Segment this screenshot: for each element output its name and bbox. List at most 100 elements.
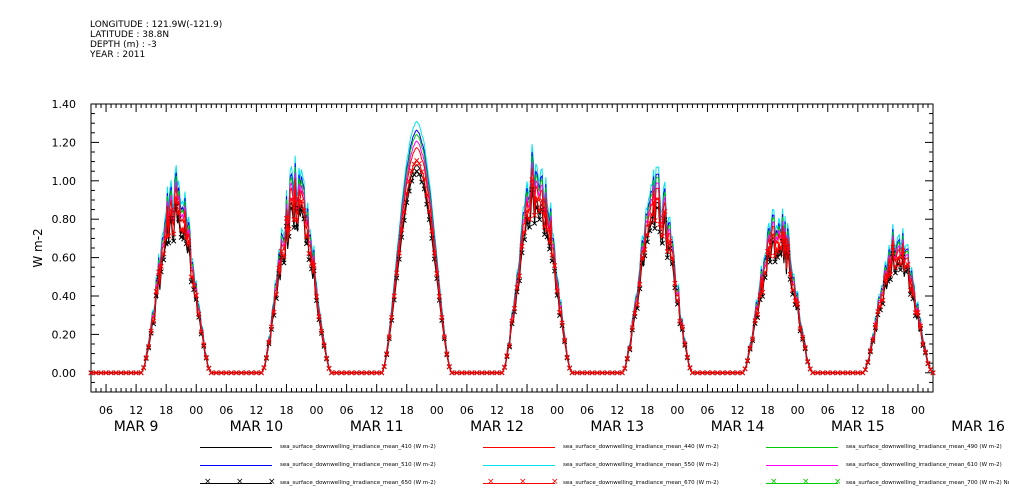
series-marker (805, 358, 811, 364)
series-marker (173, 194, 179, 201)
legend-label: sea_surface_downwelling_irradiance_mean_… (280, 480, 436, 486)
series-marker (514, 284, 520, 291)
series-marker (537, 208, 543, 214)
series-marker (156, 269, 162, 275)
series-marker (444, 351, 450, 357)
series-marker (925, 360, 931, 366)
series-marker (449, 370, 455, 376)
series-marker (567, 365, 573, 371)
legend-label: sea_surface_downwelling_irradiance_mean_… (846, 480, 1009, 486)
series-marker (416, 160, 422, 167)
legend-marker: × (551, 477, 559, 487)
series-marker (431, 256, 437, 262)
series-marker (213, 370, 219, 376)
series-marker (682, 341, 688, 347)
series-marker (872, 322, 878, 328)
series-marker (895, 255, 901, 261)
series-marker (622, 365, 628, 371)
series-marker (396, 250, 402, 256)
series-marker (529, 177, 535, 183)
series-marker (739, 370, 746, 376)
series-marker (880, 297, 886, 303)
series-marker (326, 365, 332, 371)
series-marker (501, 364, 508, 370)
legend-entry: × × × sea_surface_downwelling_irradiance_me… (766, 477, 1009, 490)
series-marker (296, 196, 302, 203)
legend-swatch (200, 483, 272, 484)
series-marker (584, 370, 590, 376)
series-marker (401, 209, 407, 215)
series-marker (865, 359, 871, 365)
y-tick-label: 0.20 (52, 328, 77, 341)
series-marker (273, 291, 279, 298)
series-marker (223, 370, 229, 376)
x-hour-tick-label: 06 (340, 404, 354, 417)
legend-swatch (483, 465, 555, 466)
series-marker (329, 370, 335, 376)
series-marker (281, 254, 287, 260)
legend-label: sea_surface_downwelling_irradiance_mean_… (846, 444, 1002, 450)
legend-marker: × (204, 477, 212, 487)
x-day-tick-label: MAR 13 (590, 419, 644, 435)
series-marker (419, 169, 425, 175)
series-marker (704, 370, 711, 376)
series-marker (521, 229, 528, 236)
series-marker (93, 370, 99, 376)
series-marker (627, 346, 633, 352)
series-marker (772, 259, 778, 265)
series-line (91, 120, 934, 374)
legend-swatch (766, 483, 838, 484)
legend-label: sea_surface_downwelling_irradiance_mean_… (280, 444, 436, 450)
series-line (91, 140, 934, 374)
series-marker (524, 208, 530, 214)
series-marker (755, 312, 761, 318)
legend-label: sea_surface_downwelling_irradiance_mean_… (846, 462, 1002, 468)
series-marker (644, 232, 650, 238)
series-marker (674, 297, 680, 304)
legend-swatch (766, 447, 838, 448)
series-marker (787, 271, 793, 277)
legend-swatch (200, 465, 272, 466)
series-marker (907, 287, 913, 293)
series-marker (489, 370, 495, 376)
x-hour-tick-label: 00 (310, 404, 324, 417)
series-marker (359, 370, 365, 376)
series-marker (143, 355, 149, 361)
series-marker (98, 370, 104, 376)
legend-label: sea_surface_downwelling_irradiance_mean_… (280, 462, 436, 468)
y-tick-label: 1.40 (52, 98, 77, 111)
series-marker (441, 334, 447, 340)
y-tick-label: 1.20 (52, 136, 77, 149)
series-marker (188, 274, 194, 280)
series-marker (186, 238, 192, 244)
series-marker (306, 251, 312, 257)
series-marker (629, 325, 635, 331)
series-marker (652, 225, 658, 231)
series-marker (780, 231, 786, 237)
series-marker (286, 226, 292, 232)
series-marker (664, 249, 670, 255)
series-marker (494, 370, 500, 376)
series-marker (118, 370, 124, 376)
x-day-tick-label: MAR 15 (831, 419, 885, 435)
x-hour-tick-label: 18 (761, 404, 775, 417)
series-marker (915, 309, 921, 316)
series-marker (133, 370, 139, 376)
series-marker (146, 343, 152, 350)
y-tick-label: 0.40 (52, 290, 77, 303)
series-marker (649, 212, 655, 218)
y-tick-label: 0.00 (52, 367, 77, 380)
series-line (91, 133, 934, 374)
dataset-header: LONGITUDE : 121.9W(-121.9) LATITUDE : 38… (90, 20, 222, 60)
series-marker (88, 370, 94, 376)
legend-swatch (483, 447, 555, 448)
series-marker (800, 334, 806, 341)
series-marker (802, 344, 808, 351)
legend-entry: sea_surface_downwelling_irradiance_mean_… (766, 460, 1009, 472)
series-marker (178, 234, 184, 240)
series-marker (547, 239, 553, 245)
series-marker (877, 303, 883, 310)
series-marker (810, 370, 816, 376)
series-marker (777, 244, 783, 250)
